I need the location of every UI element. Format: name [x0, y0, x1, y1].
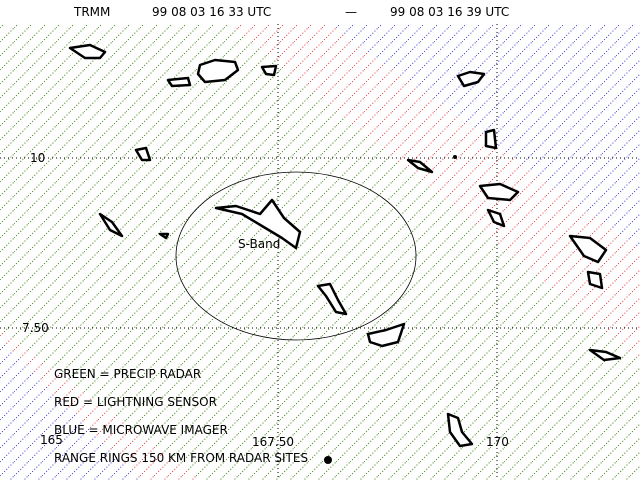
lat-label: 10 — [30, 151, 45, 165]
imager-swath — [0, 340, 140, 480]
legend-entry: GREEN = PRECIP RADAR — [54, 367, 201, 381]
legend-entry: RED = LIGHTNING SENSOR — [54, 395, 217, 409]
site-label: S-Band — [238, 237, 280, 251]
separator: — — [345, 5, 357, 19]
header-bg — [0, 0, 640, 24]
legend-entry: RANGE RINGS 150 KM FROM RADAR SITES — [54, 451, 308, 465]
legend-entry: BLUE = MICROWAVE IMAGER — [54, 423, 228, 437]
radar-swath — [0, 24, 640, 480]
lat-label: 7.50 — [22, 321, 49, 335]
satellite: TRMM — [73, 5, 110, 19]
islands — [68, 43, 622, 464]
range-ring — [175, 171, 417, 341]
lon-label: 167.50 — [252, 435, 294, 449]
lon-label: 170 — [486, 435, 509, 449]
lon-label: 165 — [40, 433, 63, 447]
start-time: 99 08 03 16 33 UTC — [152, 5, 271, 19]
end-time: 99 08 03 16 39 UTC — [390, 5, 509, 19]
